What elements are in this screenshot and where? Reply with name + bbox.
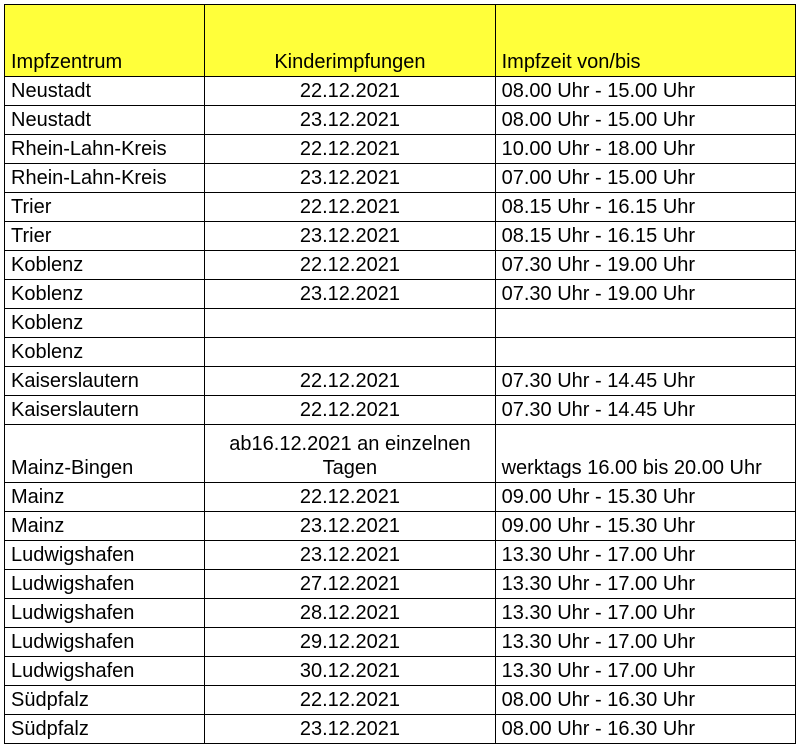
table-row: Kaiserslautern22.12.202107.30 Uhr - 14.4…: [5, 367, 796, 396]
table-cell: 08.00 Uhr - 16.30 Uhr: [495, 686, 795, 715]
table-cell: 08.15 Uhr - 16.15 Uhr: [495, 222, 795, 251]
table-row: Südpfalz23.12.202108.00 Uhr - 16.30 Uhr: [5, 715, 796, 744]
table-cell: 28.12.2021: [205, 599, 495, 628]
table-cell: Südpfalz: [5, 715, 205, 744]
table-cell: 07.30 Uhr - 19.00 Uhr: [495, 280, 795, 309]
table-cell: 07.30 Uhr - 19.00 Uhr: [495, 251, 795, 280]
table-cell: 08.00 Uhr - 15.00 Uhr: [495, 77, 795, 106]
table-cell: 13.30 Uhr - 17.00 Uhr: [495, 570, 795, 599]
vaccination-schedule-table: Impfzentrum Kinderimpfungen Impfzeit von…: [4, 4, 796, 744]
table-cell: 07.00 Uhr - 15.00 Uhr: [495, 164, 795, 193]
table-cell: 29.12.2021: [205, 628, 495, 657]
table-cell: 23.12.2021: [205, 106, 495, 135]
table-cell: 08.00 Uhr - 15.00 Uhr: [495, 106, 795, 135]
table-row: Rhein-Lahn-Kreis23.12.202107.00 Uhr - 15…: [5, 164, 796, 193]
table-cell: Ludwigshafen: [5, 599, 205, 628]
table-row: Koblenz: [5, 309, 796, 338]
table-cell: Mainz: [5, 512, 205, 541]
table-cell: Koblenz: [5, 251, 205, 280]
table-cell: 23.12.2021: [205, 541, 495, 570]
table-row: Ludwigshafen28.12.202113.30 Uhr - 17.00 …: [5, 599, 796, 628]
table-row: Koblenz22.12.202107.30 Uhr - 19.00 Uhr: [5, 251, 796, 280]
table-cell: 13.30 Uhr - 17.00 Uhr: [495, 599, 795, 628]
table-cell: 22.12.2021: [205, 483, 495, 512]
table-cell: 22.12.2021: [205, 135, 495, 164]
table-cell: 23.12.2021: [205, 715, 495, 744]
table-cell: 07.30 Uhr - 14.45 Uhr: [495, 367, 795, 396]
table-cell: 22.12.2021: [205, 396, 495, 425]
table-row: Mainz23.12.202109.00 Uhr - 15.30 Uhr: [5, 512, 796, 541]
table-cell: Südpfalz: [5, 686, 205, 715]
table-row: Ludwigshafen27.12.202113.30 Uhr - 17.00 …: [5, 570, 796, 599]
table-row: Südpfalz22.12.202108.00 Uhr - 16.30 Uhr: [5, 686, 796, 715]
table-row: Neustadt22.12.202108.00 Uhr - 15.00 Uhr: [5, 77, 796, 106]
table-cell: 23.12.2021: [205, 512, 495, 541]
table-cell: [495, 338, 795, 367]
col-header-impfzeit: Impfzeit von/bis: [495, 5, 795, 77]
table-header-row: Impfzentrum Kinderimpfungen Impfzeit von…: [5, 5, 796, 77]
table-row: Mainz-Bingenab16.12.2021 an einzelnen Ta…: [5, 425, 796, 483]
table-cell: Kaiserslautern: [5, 396, 205, 425]
table-cell: Ludwigshafen: [5, 657, 205, 686]
table-cell: 09.00 Uhr - 15.30 Uhr: [495, 512, 795, 541]
table-cell: Neustadt: [5, 77, 205, 106]
table-row: Ludwigshafen29.12.202113.30 Uhr - 17.00 …: [5, 628, 796, 657]
table-row: Mainz22.12.202109.00 Uhr - 15.30 Uhr: [5, 483, 796, 512]
table-cell: 07.30 Uhr - 14.45 Uhr: [495, 396, 795, 425]
table-cell: [495, 309, 795, 338]
table-row: Rhein-Lahn-Kreis22.12.202110.00 Uhr - 18…: [5, 135, 796, 164]
table-cell: Koblenz: [5, 280, 205, 309]
table-cell: 22.12.2021: [205, 367, 495, 396]
vaccination-schedule-table-container: Impfzentrum Kinderimpfungen Impfzeit von…: [0, 0, 800, 752]
table-cell: 13.30 Uhr - 17.00 Uhr: [495, 628, 795, 657]
table-cell: 08.00 Uhr - 16.30 Uhr: [495, 715, 795, 744]
table-cell: 22.12.2021: [205, 251, 495, 280]
table-cell: 23.12.2021: [205, 164, 495, 193]
table-cell: 23.12.2021: [205, 280, 495, 309]
table-row: Ludwigshafen30.12.202113.30 Uhr - 17.00 …: [5, 657, 796, 686]
table-cell: 22.12.2021: [205, 193, 495, 222]
table-cell: Ludwigshafen: [5, 570, 205, 599]
table-cell: [205, 338, 495, 367]
table-cell: 23.12.2021: [205, 222, 495, 251]
table-cell: Koblenz: [5, 309, 205, 338]
table-cell: Mainz: [5, 483, 205, 512]
table-body: Neustadt22.12.202108.00 Uhr - 15.00 UhrN…: [5, 77, 796, 744]
table-cell: 13.30 Uhr - 17.00 Uhr: [495, 657, 795, 686]
table-cell: 09.00 Uhr - 15.30 Uhr: [495, 483, 795, 512]
table-cell: Rhein-Lahn-Kreis: [5, 135, 205, 164]
table-cell: Rhein-Lahn-Kreis: [5, 164, 205, 193]
table-cell: Ludwigshafen: [5, 628, 205, 657]
table-cell: Trier: [5, 222, 205, 251]
table-cell: werktags 16.00 bis 20.00 Uhr: [495, 425, 795, 483]
table-cell: Kaiserslautern: [5, 367, 205, 396]
table-cell: Ludwigshafen: [5, 541, 205, 570]
table-cell: Trier: [5, 193, 205, 222]
table-row: Ludwigshafen23.12.202113.30 Uhr - 17.00 …: [5, 541, 796, 570]
table-row: Koblenz23.12.202107.30 Uhr - 19.00 Uhr: [5, 280, 796, 309]
table-cell: 27.12.2021: [205, 570, 495, 599]
table-cell: 08.15 Uhr - 16.15 Uhr: [495, 193, 795, 222]
table-header: Impfzentrum Kinderimpfungen Impfzeit von…: [5, 5, 796, 77]
col-header-impfzentrum: Impfzentrum: [5, 5, 205, 77]
table-cell: 13.30 Uhr - 17.00 Uhr: [495, 541, 795, 570]
table-cell: Mainz-Bingen: [5, 425, 205, 483]
table-row: Kaiserslautern22.12.202107.30 Uhr - 14.4…: [5, 396, 796, 425]
table-cell: Neustadt: [5, 106, 205, 135]
table-cell: 22.12.2021: [205, 77, 495, 106]
table-cell: 30.12.2021: [205, 657, 495, 686]
col-header-kinderimpfungen: Kinderimpfungen: [205, 5, 495, 77]
table-cell: [205, 309, 495, 338]
table-cell: 10.00 Uhr - 18.00 Uhr: [495, 135, 795, 164]
table-cell: 22.12.2021: [205, 686, 495, 715]
table-row: Neustadt23.12.202108.00 Uhr - 15.00 Uhr: [5, 106, 796, 135]
table-cell: ab16.12.2021 an einzelnen Tagen: [205, 425, 495, 483]
table-row: Koblenz: [5, 338, 796, 367]
table-row: Trier22.12.202108.15 Uhr - 16.15 Uhr: [5, 193, 796, 222]
table-cell: Koblenz: [5, 338, 205, 367]
table-row: Trier23.12.202108.15 Uhr - 16.15 Uhr: [5, 222, 796, 251]
